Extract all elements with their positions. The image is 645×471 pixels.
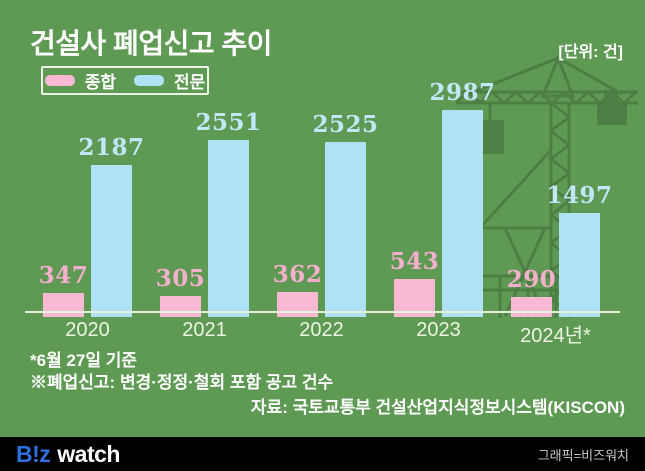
footnote-date: *6월 27일 기준	[30, 351, 137, 370]
bar-jeonmun-2020	[91, 165, 132, 317]
bar-jonghap-2021	[160, 296, 201, 317]
bar-jonghap-2022	[277, 292, 318, 317]
x-axis-label-2022: 2022	[299, 319, 344, 341]
legend: 종합 전문	[41, 66, 209, 95]
legend-swatch-jonghap	[44, 75, 75, 86]
bar-jonghap-2023	[394, 279, 435, 317]
bar-value-label-jonghap-2023: 543	[389, 248, 440, 275]
legend-label-jeonmun: 전문	[174, 73, 206, 92]
bar-value-label-jonghap-2024년*: 290	[506, 266, 557, 293]
x-axis-label-2024년*: 2024년*	[520, 325, 591, 347]
x-axis-label-2021: 2021	[182, 319, 227, 341]
bar-value-label-jeonmun-2021: 2551	[195, 109, 262, 136]
x-axis-line	[25, 311, 620, 313]
bar-jeonmun-2021	[208, 140, 249, 317]
bar-jeonmun-2023	[442, 110, 483, 317]
bar-jonghap-2024년*	[511, 297, 552, 317]
bar-jonghap-2020	[43, 293, 84, 317]
footer-bar: B!z watch 그래픽=비즈워치	[0, 437, 645, 471]
bar-value-label-jonghap-2020: 347	[38, 262, 89, 289]
footnote-definition: ※폐업신고: 변경·정정·철회 포함 공고 건수	[30, 373, 334, 392]
bar-value-label-jeonmun-2024년*: 1497	[546, 182, 613, 209]
bar-jeonmun-2022	[325, 142, 366, 317]
bar-value-label-jeonmun-2023: 2987	[429, 79, 496, 106]
bar-value-label-jonghap-2022: 362	[272, 261, 323, 288]
logo-biz-text: B!z	[16, 440, 51, 467]
source-credit: 자료: 국토교통부 건설산업지식정보시스템(KISCON)	[250, 398, 625, 417]
x-axis-label-2020: 2020	[65, 319, 110, 341]
bizwatch-logo: B!z watch	[16, 441, 120, 468]
x-axis-label-2023: 2023	[416, 319, 461, 341]
bar-value-label-jeonmun-2022: 2525	[312, 111, 379, 138]
unit-label: [단위: 건]	[558, 44, 623, 61]
legend-swatch-jeonmun	[134, 75, 164, 86]
bar-jeonmun-2024년*	[559, 213, 600, 317]
legend-label-jonghap: 종합	[84, 73, 116, 92]
bar-value-label-jonghap-2021: 305	[155, 265, 206, 292]
chart-title: 건설사 폐업신고 추이	[30, 28, 272, 59]
graphic-credit: 그래픽=비즈워치	[537, 447, 629, 463]
logo-watch-text: watch	[57, 440, 120, 467]
chart-area: 347 2187 305 2551 362 2525 543 2987 290 1497	[38, 79, 613, 317]
bar-value-label-jeonmun-2020: 2187	[78, 134, 145, 161]
